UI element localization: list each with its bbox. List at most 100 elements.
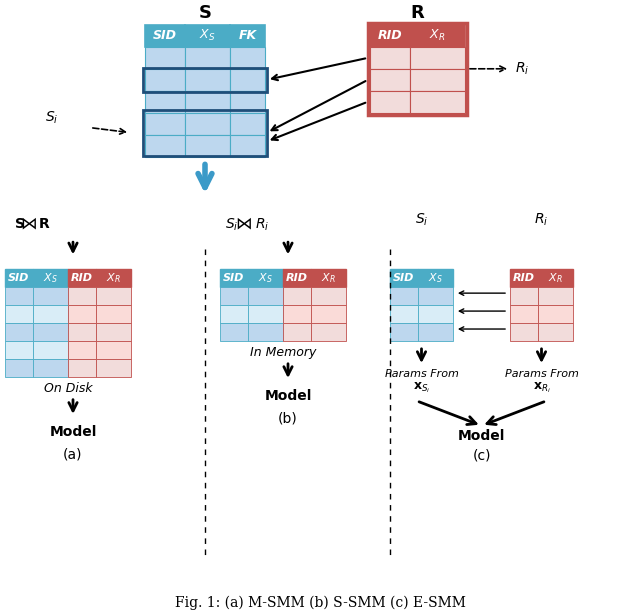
FancyBboxPatch shape [185,135,230,157]
FancyBboxPatch shape [510,305,538,323]
FancyBboxPatch shape [5,323,33,341]
FancyBboxPatch shape [96,287,131,305]
Text: (b): (b) [278,412,298,426]
Text: $X_R$: $X_R$ [106,271,121,285]
FancyBboxPatch shape [5,359,33,377]
FancyBboxPatch shape [5,305,33,323]
FancyBboxPatch shape [220,305,248,323]
FancyBboxPatch shape [33,287,68,305]
Text: SID: SID [8,273,29,283]
FancyBboxPatch shape [145,113,185,135]
FancyBboxPatch shape [230,91,265,113]
FancyBboxPatch shape [33,341,68,359]
FancyBboxPatch shape [248,305,283,323]
FancyBboxPatch shape [418,305,453,323]
FancyBboxPatch shape [96,269,131,287]
FancyBboxPatch shape [68,341,96,359]
Text: $\bowtie$: $\bowtie$ [232,215,252,233]
Text: On Disk: On Disk [44,382,92,395]
FancyBboxPatch shape [33,323,68,341]
FancyBboxPatch shape [230,135,265,157]
Text: RID: RID [71,273,93,283]
Text: Fig. 1: (a) M-SMM (b) S-SMM (c) E-SMM: Fig. 1: (a) M-SMM (b) S-SMM (c) E-SMM [175,596,465,610]
FancyBboxPatch shape [283,269,311,287]
FancyBboxPatch shape [510,323,538,341]
Text: SID: SID [394,273,415,283]
Text: $X_S$: $X_S$ [428,271,443,285]
FancyBboxPatch shape [68,269,96,287]
Text: $X_S$: $X_S$ [199,28,216,43]
Text: $R_i$: $R_i$ [534,211,548,228]
FancyBboxPatch shape [33,269,68,287]
FancyBboxPatch shape [370,47,410,69]
FancyBboxPatch shape [96,323,131,341]
FancyBboxPatch shape [538,269,573,287]
FancyBboxPatch shape [230,25,265,47]
Text: (a): (a) [63,447,83,461]
FancyBboxPatch shape [248,269,283,287]
FancyBboxPatch shape [68,287,96,305]
FancyBboxPatch shape [410,25,465,47]
Text: (c): (c) [472,449,491,463]
FancyBboxPatch shape [5,287,33,305]
Text: S: S [15,217,25,231]
Text: Model: Model [458,429,505,442]
FancyBboxPatch shape [311,269,346,287]
FancyBboxPatch shape [96,359,131,377]
Text: R: R [411,4,424,22]
Text: Model: Model [49,425,97,439]
Text: $S_i$: $S_i$ [45,110,58,126]
Text: $\mathbf{x}_{R_i}$: $\mathbf{x}_{R_i}$ [532,381,550,395]
Text: $X_S$: $X_S$ [258,271,273,285]
FancyBboxPatch shape [283,323,311,341]
FancyBboxPatch shape [220,269,248,287]
Text: $\mathbf{x}_{S_i}$: $\mathbf{x}_{S_i}$ [413,381,430,395]
FancyBboxPatch shape [145,25,185,47]
FancyBboxPatch shape [311,323,346,341]
FancyBboxPatch shape [96,341,131,359]
FancyBboxPatch shape [311,305,346,323]
FancyBboxPatch shape [370,69,410,91]
FancyBboxPatch shape [538,323,573,341]
FancyBboxPatch shape [185,25,230,47]
Text: SID: SID [223,273,244,283]
FancyBboxPatch shape [185,91,230,113]
FancyBboxPatch shape [230,69,265,91]
Text: RID: RID [513,273,535,283]
FancyBboxPatch shape [510,269,538,287]
Text: FK: FK [239,29,257,42]
FancyBboxPatch shape [311,287,346,305]
FancyBboxPatch shape [283,305,311,323]
Text: $R_i$: $R_i$ [515,61,529,77]
FancyBboxPatch shape [185,69,230,91]
FancyBboxPatch shape [5,269,33,287]
FancyBboxPatch shape [68,323,96,341]
FancyBboxPatch shape [538,305,573,323]
FancyBboxPatch shape [185,47,230,69]
FancyBboxPatch shape [390,287,418,305]
Text: Params From: Params From [385,369,458,379]
Text: RID: RID [286,273,308,283]
FancyBboxPatch shape [230,113,265,135]
FancyBboxPatch shape [145,91,185,113]
Text: $X_R$: $X_R$ [429,28,445,43]
Text: S: S [198,4,211,22]
FancyBboxPatch shape [410,69,465,91]
FancyBboxPatch shape [145,47,185,69]
FancyBboxPatch shape [33,305,68,323]
FancyBboxPatch shape [410,47,465,69]
FancyBboxPatch shape [248,323,283,341]
FancyBboxPatch shape [68,359,96,377]
FancyBboxPatch shape [370,91,410,113]
Text: $X_R$: $X_R$ [321,271,336,285]
FancyBboxPatch shape [145,69,185,91]
FancyBboxPatch shape [96,305,131,323]
FancyBboxPatch shape [5,341,33,359]
FancyBboxPatch shape [538,287,573,305]
Text: $\bowtie$: $\bowtie$ [17,215,37,233]
FancyBboxPatch shape [418,287,453,305]
FancyBboxPatch shape [418,323,453,341]
FancyBboxPatch shape [410,91,465,113]
FancyBboxPatch shape [370,25,410,47]
FancyBboxPatch shape [68,305,96,323]
